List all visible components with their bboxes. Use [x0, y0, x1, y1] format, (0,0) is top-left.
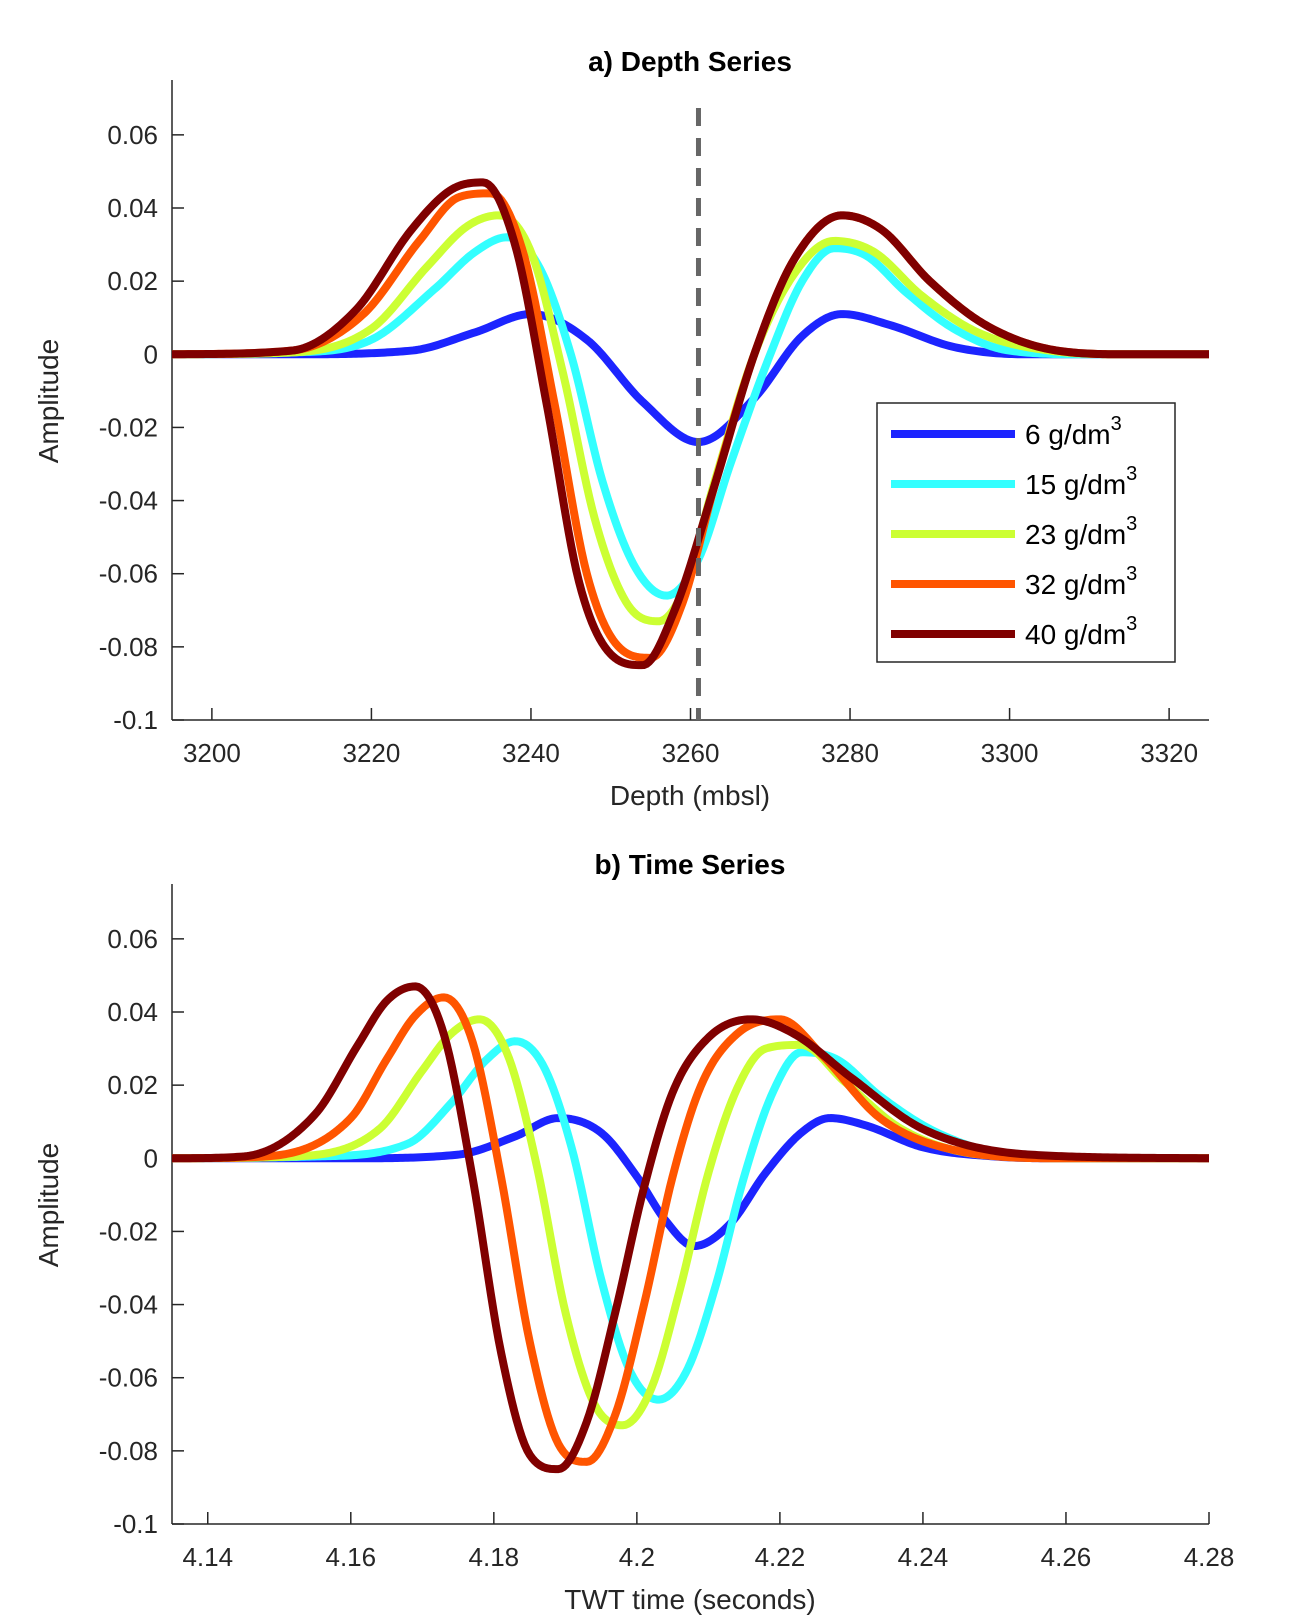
- series-group: [172, 982, 1209, 1474]
- x-tick-label: 3200: [183, 738, 241, 768]
- panel-time-series: b) Time Series Amplitude TWT time (secon…: [33, 849, 1234, 1615]
- x-tick-label: 3300: [981, 738, 1039, 768]
- y-tick-label: -0.02: [99, 412, 158, 442]
- x-tick-label: 4.16: [325, 1542, 376, 1572]
- y-tick-label: 0: [144, 339, 158, 369]
- y-tick-label: -0.06: [99, 1363, 158, 1393]
- x-tick-label: 3320: [1140, 738, 1198, 768]
- y-tick-label: 0.02: [107, 1070, 158, 1100]
- y-tick-label: 0.06: [107, 924, 158, 954]
- x-tick-label: 4.26: [1041, 1542, 1092, 1572]
- legend-label-superscript: 3: [1126, 463, 1137, 485]
- legend-label: 6 g/dm3: [1025, 413, 1122, 450]
- x-axis-label: Depth (mbsl): [610, 780, 770, 811]
- y-tick-label: -0.1: [113, 705, 158, 735]
- series-group: [172, 178, 1209, 670]
- plot-area-depth: -0.1 -0.08 -0.06 -0.04 -0.02 0 0.02 0.04 0.06 320…: [99, 80, 1209, 768]
- y-tick-label: 0: [144, 1143, 158, 1173]
- x-tick-label: 3260: [662, 738, 720, 768]
- y-tick-label: -0.04: [99, 1290, 158, 1320]
- y-tick-label: 0.06: [107, 120, 158, 150]
- y-tick-label: 0.02: [107, 266, 158, 296]
- legend-label: 23 g/dm3: [1025, 513, 1137, 550]
- chart-title: b) Time Series: [595, 849, 786, 880]
- plot-area-time: -0.1 -0.08 -0.06 -0.04 -0.02 0 0.02 0.04 0.06 4.1…: [99, 884, 1235, 1572]
- legend-label: 32 g/dm3: [1025, 563, 1137, 600]
- y-tick-label: -0.02: [99, 1216, 158, 1246]
- x-tick-label: 4.2: [619, 1542, 655, 1572]
- chart-title: a) Depth Series: [588, 46, 792, 77]
- legend-label-superscript: 3: [1111, 413, 1122, 435]
- y-tick-label: -0.08: [99, 632, 158, 662]
- x-tick-label: 4.18: [469, 1542, 520, 1572]
- y-axis-label: Amplitude: [33, 339, 64, 464]
- x-tick-label: 4.28: [1184, 1542, 1235, 1572]
- y-tick-label: -0.08: [99, 1436, 158, 1466]
- legend-label-superscript: 3: [1126, 513, 1137, 535]
- y-tick-label: -0.1: [113, 1509, 158, 1539]
- series-line: [172, 178, 1209, 670]
- y-tick-label: -0.04: [99, 486, 158, 516]
- series-line: [172, 982, 1209, 1474]
- y-tick-label: 0.04: [107, 193, 158, 223]
- panel-depth-series: a) Depth Series Amplitude Depth (mbsl) -…: [33, 46, 1209, 811]
- legend: 6 g/dm3 15 g/dm3 23 g/dm3 32 g/dm3 40 g/dm3: [876, 402, 1176, 663]
- x-tick-label: 4.14: [182, 1542, 233, 1572]
- y-tick-label: 0.04: [107, 997, 158, 1027]
- x-tick-label: 4.22: [755, 1542, 806, 1572]
- x-tick-label: 4.24: [898, 1542, 949, 1572]
- x-tick-label: 3220: [343, 738, 401, 768]
- x-axis-label: TWT time (seconds): [564, 1584, 816, 1615]
- legend-label-superscript: 3: [1126, 613, 1137, 635]
- x-tick-label: 3240: [502, 738, 560, 768]
- legend-label: 15 g/dm3: [1025, 463, 1137, 500]
- y-tick-label: -0.06: [99, 559, 158, 589]
- legend-label: 40 g/dm3: [1025, 613, 1137, 650]
- y-axis-label: Amplitude: [33, 1143, 64, 1268]
- x-tick-label: 3280: [821, 738, 879, 768]
- legend-label-superscript: 3: [1126, 563, 1137, 585]
